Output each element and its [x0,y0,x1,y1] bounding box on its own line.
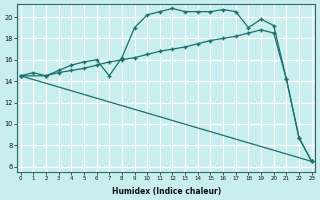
X-axis label: Humidex (Indice chaleur): Humidex (Indice chaleur) [112,187,221,196]
